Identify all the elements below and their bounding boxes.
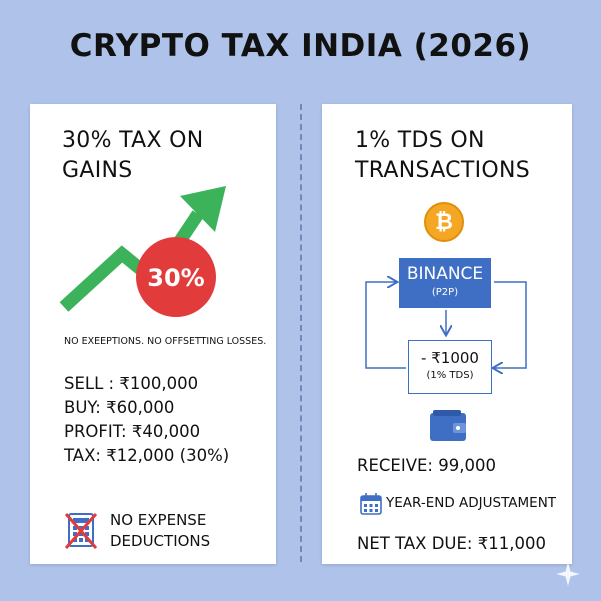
sparkle-icon (556, 562, 580, 586)
tax-rate-badge-text: 30% (147, 264, 204, 292)
growth-chart-graphic: 30% (59, 186, 226, 317)
growth-arrow-head (180, 186, 226, 232)
receive-amount: RECEIVE: 99,000 (357, 456, 496, 475)
calc-profit: PROFIT: ₹40,000 (64, 422, 201, 441)
gains-card-title: 30% TAX ON GAINS (62, 126, 204, 186)
page-title: CRYPTO TAX INDIA (2026) (69, 28, 532, 64)
calendar-icon (360, 493, 382, 515)
tds-label: (1% TDS) (426, 370, 474, 381)
gains-title-line1: 30% TAX ON (62, 128, 204, 153)
tds-card: 1% TDS ON TRANSACTIONS ₿ BINANCE (P2P) -… (322, 104, 572, 564)
tds-flow-arrows (365, 104, 527, 404)
no-exemptions-note: NO EXEEPTIONS. NO OFFSETTING LOSSES. (64, 336, 267, 347)
flow-arrow-left (365, 282, 406, 369)
no-deduction-icon (64, 513, 98, 549)
tax-rate-badge-circle (136, 237, 216, 317)
tds-deduction-box: - ₹1000 (1% TDS) (408, 340, 492, 394)
tds-amount: - ₹1000 (421, 349, 479, 367)
no-expense-label: NO EXPENSE DEDUCTIONS (110, 510, 210, 552)
exchange-sub: (P2P) (431, 287, 459, 298)
gains-tax-card: 30% TAX ON GAINS 30% NO EXEEPTIONS. NO O… (30, 104, 276, 564)
exchange-name: BINANCE (406, 264, 484, 284)
net-tax-due: NET TAX DUE: ₹11,000 (357, 534, 546, 553)
tds-title-line2: TRANSACTIONS (355, 158, 531, 183)
tds-card-title: 1% TDS ON TRANSACTIONS (355, 126, 530, 186)
year-end-adjustment: YEAR-END ADJUSTAMENT (386, 495, 557, 511)
calc-tax: TAX: ₹12,000 (30%) (64, 446, 230, 465)
tds-title-line1: 1% TDS ON (355, 128, 485, 153)
bitcoin-icon: ₿ (424, 202, 464, 242)
gains-title-line2: GAINS (62, 158, 133, 183)
calc-sell: SELL : ₹100,000 (64, 374, 199, 393)
no-expense-line1: NO EXPENSE (110, 511, 207, 529)
binance-p2p-box: BINANCE (P2P) (399, 258, 491, 308)
wallet-icon (430, 410, 466, 441)
calc-buy: BUY: ₹60,000 (64, 398, 175, 417)
flow-arrow-right (494, 281, 527, 368)
no-expense-line2: DEDUCTIONS (110, 532, 211, 550)
center-divider (300, 104, 302, 562)
